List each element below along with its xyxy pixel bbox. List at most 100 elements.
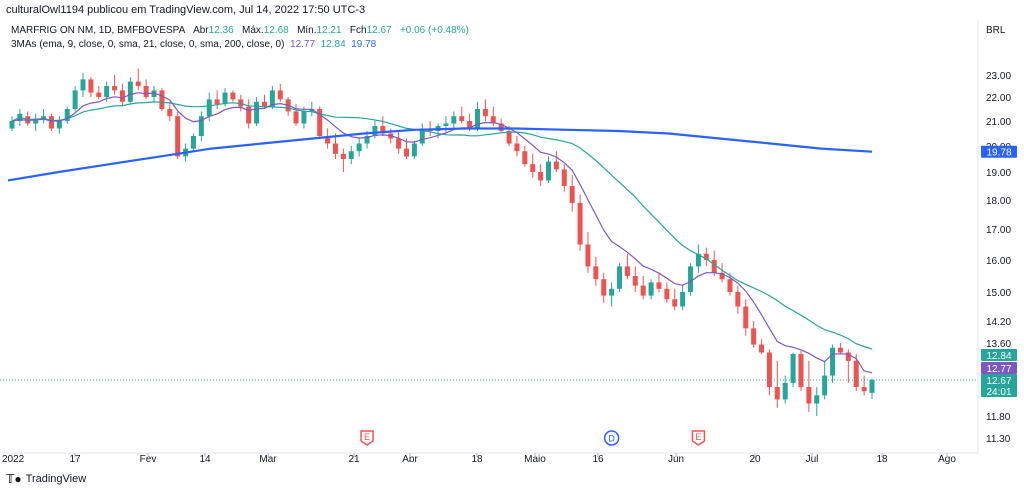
dividend-marker-icon	[603, 430, 620, 446]
earnings-marker-icon	[360, 430, 374, 446]
candle-body	[617, 266, 623, 289]
candle-body	[514, 143, 520, 152]
candle-body	[482, 109, 488, 117]
y-tick-label: 23.00	[986, 71, 1011, 82]
candle-body	[325, 136, 331, 144]
x-tick-label: Abr	[402, 454, 418, 465]
x-tick-label: Maio	[524, 454, 546, 465]
candle-body	[585, 244, 591, 267]
candle-body	[853, 360, 859, 388]
x-tick-label: Jul	[806, 454, 819, 465]
candle-body	[774, 387, 780, 400]
candle-body	[332, 143, 338, 154]
candle-body	[759, 344, 765, 353]
earnings-marker-label: E	[695, 432, 701, 442]
change-value: +0.06 (+0.48%)	[399, 25, 469, 36]
candle-body	[261, 101, 267, 107]
candle-body	[577, 202, 583, 245]
x-tick-label: Mar	[259, 454, 277, 465]
earnings-marker-label: E	[364, 432, 370, 442]
ma21-line	[11, 101, 873, 350]
y-tick-label: 15.00	[986, 288, 1011, 299]
candle-body	[451, 116, 457, 124]
candle-body	[538, 172, 544, 181]
candle-body	[206, 99, 212, 117]
candle-body	[96, 92, 102, 97]
low-label: Mín.	[297, 25, 317, 36]
dividend-marker-label: D	[608, 434, 615, 444]
candle-body	[419, 128, 425, 144]
tradingview-mark-icon: 𝕋●	[6, 472, 22, 486]
ma-indicator-label: 3MAs (ema, 9, close, 0, sma, 21, close, …	[11, 39, 285, 50]
y-tick-label: 21.00	[986, 117, 1011, 128]
price-tag-box	[981, 362, 1017, 374]
candle-body	[143, 86, 149, 97]
publish-caption: culturalOwl1194 publicou em TradingView.…	[6, 4, 366, 16]
candle-body	[711, 260, 717, 273]
y-tick-label: 22.00	[986, 93, 1011, 104]
candle-body	[814, 395, 820, 404]
candle-body	[822, 375, 828, 396]
candle-body	[672, 299, 678, 307]
y-tick-label: 11.80	[986, 412, 1011, 423]
candle-body	[119, 90, 125, 102]
x-tick-label: Fev	[140, 454, 157, 465]
ma9-value: 12.77	[290, 39, 316, 50]
y-tick-label: 17.00	[986, 225, 1011, 236]
candle-body	[364, 136, 370, 144]
candle-body	[467, 121, 473, 129]
candle-body	[88, 79, 94, 93]
candle-body	[475, 109, 481, 129]
candle-body	[41, 116, 47, 119]
candle-body	[546, 161, 552, 181]
candle-body	[56, 121, 62, 129]
brand-label: TradingView	[25, 473, 87, 485]
earnings-marker-icon	[691, 430, 706, 446]
candle-body	[198, 116, 204, 136]
price-tag-label: 24:01	[986, 387, 1011, 398]
candle-body	[719, 272, 725, 280]
candle-body	[743, 306, 749, 329]
open-label: Abr	[193, 25, 209, 36]
x-tick-label: 16	[592, 454, 604, 465]
candle-body	[640, 285, 646, 296]
close-label: Fch	[349, 25, 367, 36]
x-tick-label: Jun	[668, 454, 684, 465]
candle-body	[396, 138, 402, 149]
candle-body	[498, 123, 504, 131]
symbol-line[interactable]: MARFRIG ON NM, 1D, BMFBOVESPA Abr12.36 M…	[11, 24, 469, 38]
chart-legend: MARFRIG ON NM, 1D, BMFBOVESPA Abr12.36 M…	[11, 24, 469, 52]
candle-body	[869, 380, 875, 393]
x-tick-label: Ago	[938, 454, 956, 465]
ma9-line	[11, 92, 873, 374]
close-value: 12.67	[366, 25, 392, 36]
ma-line[interactable]: 3MAs (ema, 9, close, 0, sma, 21, close, …	[11, 38, 469, 52]
candle-body	[798, 354, 804, 388]
tradingview-logo[interactable]: 𝕋● TradingView	[6, 472, 86, 486]
candle-body	[593, 266, 599, 280]
price-tag-box	[981, 349, 1017, 361]
candle-body	[9, 121, 15, 129]
candle-body	[632, 276, 638, 286]
candle-body	[411, 143, 417, 157]
candle-body	[837, 347, 843, 353]
candle-body	[553, 161, 559, 170]
candle-body	[277, 90, 283, 100]
x-tick-label: 2022	[2, 454, 25, 465]
candle-body	[246, 106, 252, 124]
y-tick-label: 18.00	[986, 196, 1011, 207]
price-tag-box	[981, 145, 1017, 158]
candle-body	[151, 90, 157, 97]
candle-body	[703, 253, 709, 260]
candle-body	[356, 143, 362, 152]
open-value: 12.36	[208, 25, 234, 36]
candle-body	[680, 292, 686, 307]
candle-body	[159, 90, 165, 109]
candle-body	[727, 279, 733, 292]
candle-body	[254, 101, 260, 124]
high-value: 12.68	[263, 25, 289, 36]
candle-body	[135, 81, 141, 86]
candle-body	[522, 151, 528, 165]
x-tick-label: 17	[69, 454, 81, 465]
